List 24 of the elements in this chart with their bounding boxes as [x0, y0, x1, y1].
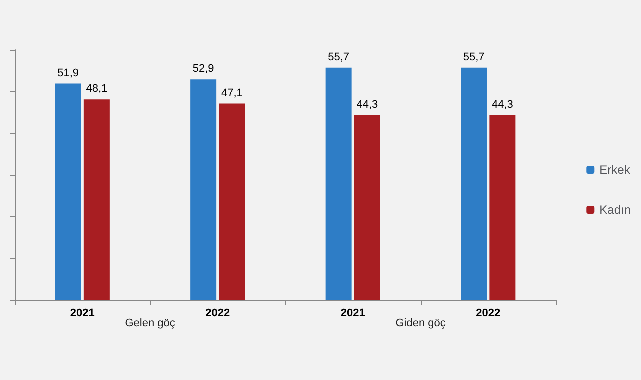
data-label: 44,3	[356, 98, 378, 111]
data-label: 55,7	[463, 51, 485, 64]
legend-label: Kadın	[600, 203, 631, 217]
bar	[55, 84, 82, 300]
text: Giden göç	[396, 318, 446, 330]
bar	[326, 68, 352, 300]
x-tick-label: 2022	[206, 308, 230, 320]
x-tick-label: 2021	[340, 308, 366, 320]
bar	[461, 68, 488, 300]
text: Gelen göç	[125, 318, 176, 330]
legend-label: Erkek	[600, 163, 632, 177]
bar	[354, 115, 380, 300]
data-label: 48,1	[86, 83, 108, 96]
bar	[84, 100, 110, 300]
data-label: 51,9	[58, 67, 80, 80]
data-label: 52,9	[192, 63, 214, 76]
x-tick-label: 2022	[476, 308, 501, 320]
data-label: 44,3	[492, 98, 514, 111]
x-tick-label: 2021	[70, 308, 95, 320]
bar	[190, 80, 217, 300]
data-label: 47,1	[221, 87, 243, 100]
bar	[219, 104, 246, 300]
data-label: 55,7	[328, 51, 350, 64]
bar	[490, 115, 516, 300]
